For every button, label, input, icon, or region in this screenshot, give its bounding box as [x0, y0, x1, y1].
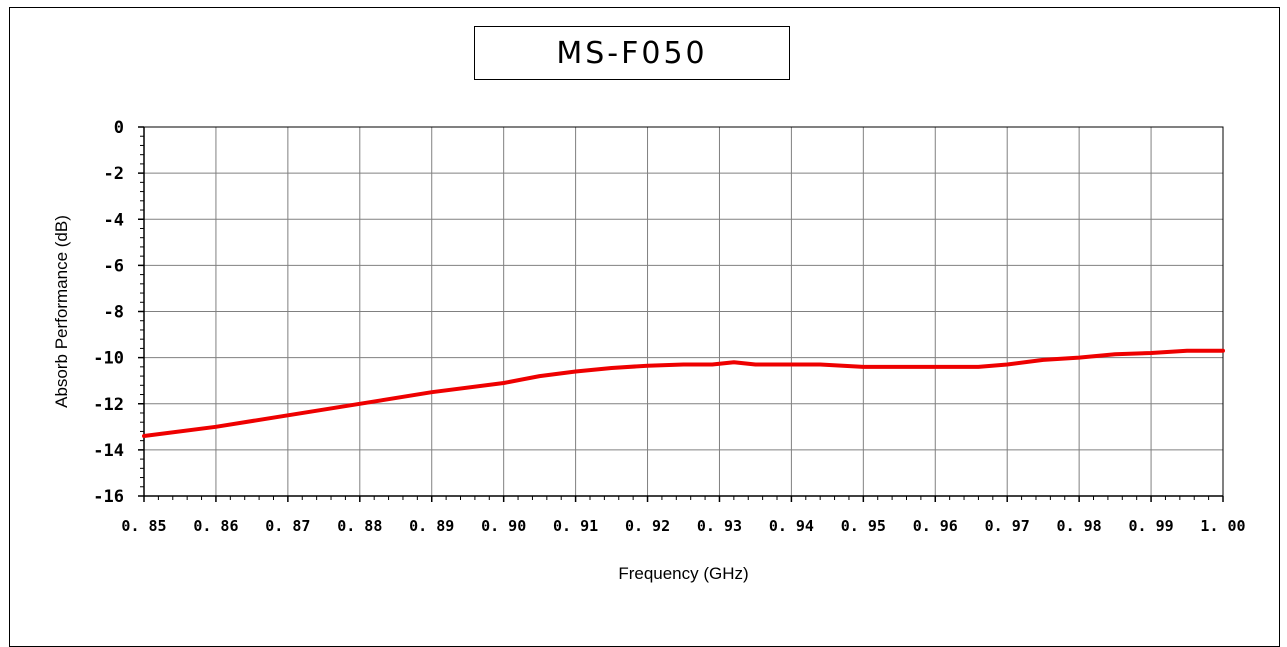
y-tick-label: -12: [93, 395, 124, 415]
y-tick-label: -10: [93, 349, 124, 369]
x-tick-label: 0. 97: [985, 517, 1030, 535]
x-tick-label: 0. 98: [1057, 517, 1102, 535]
y-tick-label: -8: [104, 303, 124, 323]
x-tick-label: 0. 96: [913, 517, 958, 535]
series-group: [144, 351, 1223, 436]
y-tick-label: 0: [114, 118, 124, 138]
series-line: [144, 351, 1223, 436]
x-tick-label: 0. 87: [265, 517, 310, 535]
y-axis-label: Absorb Performance (dB): [52, 215, 71, 408]
x-tick-label: 0. 90: [481, 517, 526, 535]
x-tick-label: 0. 92: [625, 517, 670, 535]
y-tick-label: -14: [93, 441, 124, 461]
x-tick-label: 1. 00: [1200, 517, 1245, 535]
tick-labels: 0. 85 0. 86 0. 87 0. 88 0. 89 0. 90 0. 91 0. 92…: [93, 118, 1245, 535]
x-axis-label: Frequency (GHz): [618, 564, 748, 583]
x-tick-label: 0. 85: [121, 517, 166, 535]
axes: [138, 127, 1223, 502]
x-tick-label: 0. 93: [697, 517, 742, 535]
x-tick-label: 0. 89: [409, 517, 454, 535]
y-tick-label: -16: [93, 487, 124, 507]
grid-lines: [144, 127, 1223, 496]
x-tick-label: 0. 95: [841, 517, 886, 535]
x-tick-label: 0. 91: [553, 517, 598, 535]
y-tick-label: -2: [104, 164, 124, 184]
x-tick-label: 0. 86: [193, 517, 238, 535]
x-tick-label: 0. 94: [769, 517, 814, 535]
y-tick-label: -6: [104, 256, 124, 276]
x-tick-label: 0. 88: [337, 517, 382, 535]
x-tick-label: 0. 99: [1128, 517, 1173, 535]
y-tick-label: -4: [104, 210, 124, 230]
